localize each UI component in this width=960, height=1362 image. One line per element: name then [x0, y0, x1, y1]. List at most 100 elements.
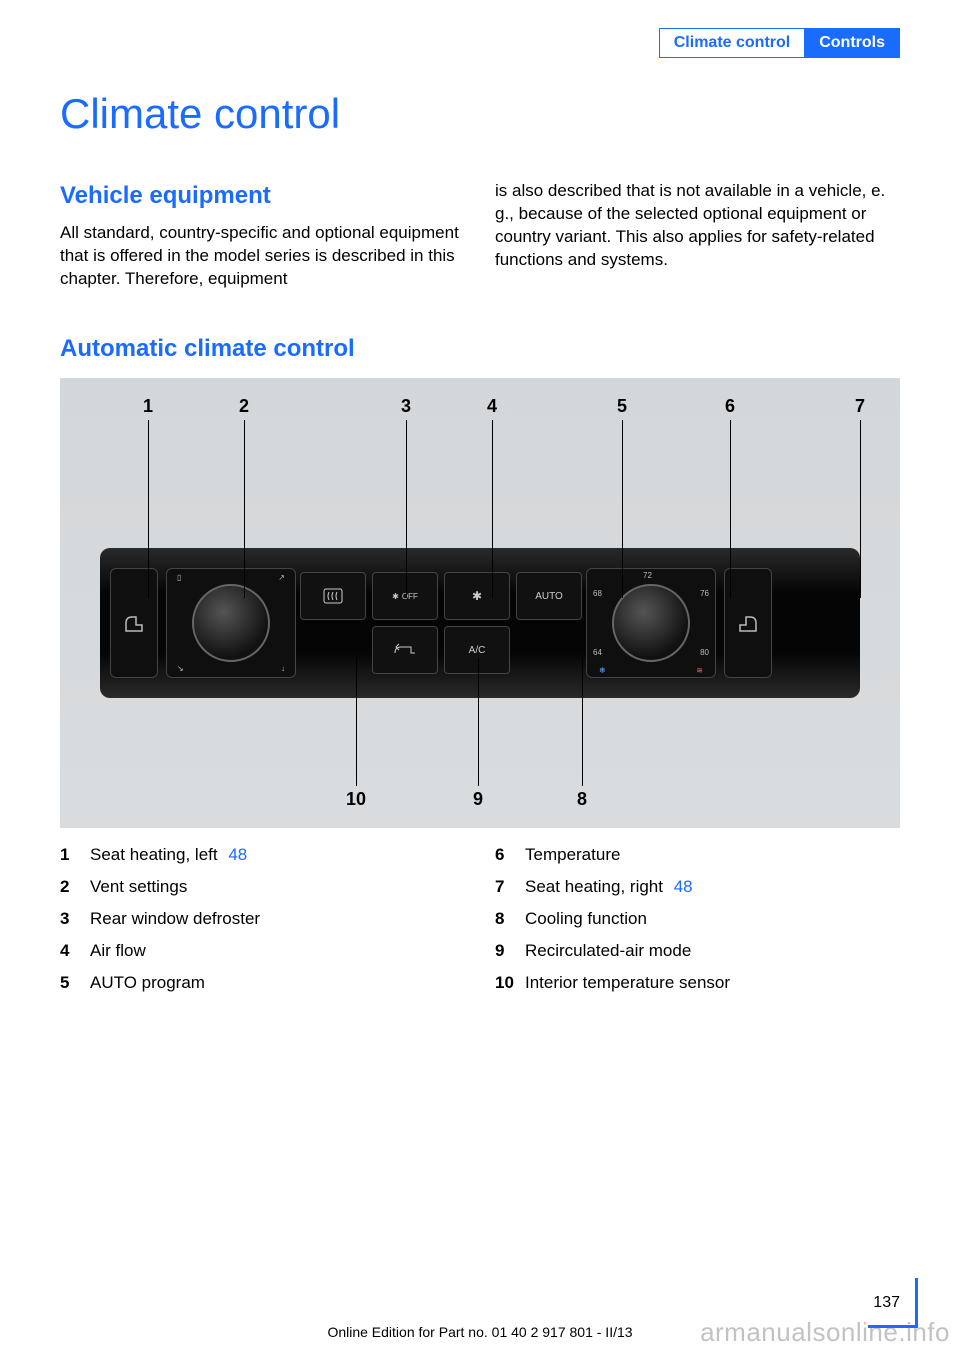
callout-number-3: 3: [391, 396, 421, 417]
page-reference-link[interactable]: 48: [669, 877, 693, 896]
airflow-up-icon: ↗: [278, 573, 285, 582]
callout-line: [478, 658, 479, 786]
legend-label: Recirculated-air mode: [525, 941, 691, 960]
legend-label: Air flow: [90, 941, 146, 960]
legend-text: Interior temperature sensor: [525, 973, 900, 993]
seat-heating-right-button: [724, 568, 772, 678]
legend-item: 5AUTO program: [60, 973, 465, 993]
page-reference-link[interactable]: 48: [224, 845, 248, 864]
vehicle-equipment-heading: Vehicle equipment: [60, 180, 465, 212]
legend-label: Rear window defroster: [90, 909, 260, 928]
recirculate-icon: [393, 643, 417, 657]
diagram-legend: 1Seat heating, left 482Vent settings3Rea…: [60, 845, 900, 1005]
callout-line: [860, 420, 861, 598]
legend-item: 8Cooling function: [495, 909, 900, 929]
seat-heat-icon: [736, 611, 760, 635]
rear-defrost-icon: [322, 587, 344, 605]
callout-number-5: 5: [607, 396, 637, 417]
vent-settings-dial: ▯ ↗ ↘ ↓: [166, 568, 296, 678]
legend-number: 9: [495, 941, 525, 961]
fan-off-icon: ✱: [392, 592, 399, 601]
automatic-climate-control-heading: Automatic climate control: [60, 335, 355, 363]
defrost-front-icon: ▯: [177, 573, 181, 582]
callout-line: [148, 420, 149, 598]
vehicle-equipment-text-left: All standard, country-specific and optio…: [60, 222, 465, 291]
breadcrumb-chapter: Controls: [804, 28, 900, 58]
legend-item: 9Recirculated-air mode: [495, 941, 900, 961]
legend-item: 10Interior temperature sensor: [495, 973, 900, 993]
legend-number: 4: [60, 941, 90, 961]
callout-number-9: 9: [463, 789, 493, 810]
climate-control-diagram: ▯ ↗ ↘ ↓ ✱ OFF ✱ AUTO: [60, 378, 900, 828]
legend-number: 6: [495, 845, 525, 865]
legend-text: Cooling function: [525, 909, 900, 929]
legend-item: 6Temperature: [495, 845, 900, 865]
cold-icon: ❄: [599, 666, 606, 675]
dial-knob-right: [612, 584, 690, 662]
watermark: armanualsonline.info: [700, 1317, 950, 1348]
legend-number: 8: [495, 909, 525, 929]
legend-item: 1Seat heating, left 48: [60, 845, 465, 865]
legend-label: AUTO program: [90, 973, 205, 992]
seat-heat-icon: [122, 611, 146, 635]
header-tabs: Climate control Controls: [659, 28, 900, 58]
legend-column-left: 1Seat heating, left 482Vent settings3Rea…: [60, 845, 465, 1005]
legend-number: 7: [495, 877, 525, 897]
legend-text: Air flow: [90, 941, 465, 961]
fan-icon: ✱: [472, 589, 482, 603]
legend-text: Seat heating, left 48: [90, 845, 465, 865]
legend-label: Temperature: [525, 845, 620, 864]
page-number: 137: [873, 1294, 900, 1312]
temp-80: 80: [700, 648, 709, 657]
callout-number-10: 10: [341, 789, 371, 810]
recirculate-button: [372, 626, 438, 674]
callout-line: [406, 420, 407, 598]
callout-number-1: 1: [133, 396, 163, 417]
callout-number-6: 6: [715, 396, 745, 417]
column-right: is also described that is not available …: [495, 180, 900, 291]
vehicle-equipment-text-right: is also described that is not available …: [495, 180, 900, 272]
legend-item: 4Air flow: [60, 941, 465, 961]
legend-item: 2Vent settings: [60, 877, 465, 897]
legend-number: 3: [60, 909, 90, 929]
legend-label: Seat heating, left: [90, 845, 218, 864]
legend-column-right: 6Temperature7Seat heating, right 488Cool…: [495, 845, 900, 1005]
callout-line: [622, 420, 623, 598]
page-title: Climate control: [60, 90, 340, 138]
heat-icon: ≋: [696, 666, 703, 675]
ac-button: A/C: [444, 626, 510, 674]
auto-button: AUTO: [516, 572, 582, 620]
callout-line: [356, 658, 357, 786]
dial-knob-left: [192, 584, 270, 662]
legend-item: 3Rear window defroster: [60, 909, 465, 929]
callout-number-7: 7: [845, 396, 875, 417]
climate-control-panel: ▯ ↗ ↘ ↓ ✱ OFF ✱ AUTO: [100, 548, 860, 698]
legend-text: AUTO program: [90, 973, 465, 993]
air-flow-button: ✱: [444, 572, 510, 620]
legend-text: Rear window defroster: [90, 909, 465, 929]
vehicle-equipment-section: Vehicle equipment All standard, country-…: [60, 180, 900, 291]
legend-label: Vent settings: [90, 877, 187, 896]
legend-text: Vent settings: [90, 877, 465, 897]
rear-defrost-button: [300, 572, 366, 620]
breadcrumb-section: Climate control: [659, 28, 804, 58]
legend-item: 7Seat heating, right 48: [495, 877, 900, 897]
legend-number: 2: [60, 877, 90, 897]
callout-line: [492, 420, 493, 598]
off-label: OFF: [402, 592, 418, 601]
legend-label: Seat heating, right: [525, 877, 663, 896]
callout-line: [244, 420, 245, 598]
legend-text: Recirculated-air mode: [525, 941, 900, 961]
callout-number-8: 8: [567, 789, 597, 810]
temperature-dial: 72 68 76 64 80 ❄ ≋: [586, 568, 716, 678]
temp-72: 72: [643, 571, 652, 580]
callout-number-4: 4: [477, 396, 507, 417]
legend-text: Temperature: [525, 845, 900, 865]
temp-68: 68: [593, 589, 602, 598]
center-button-group: ✱ OFF ✱ AUTO A/C: [300, 572, 582, 674]
legend-number: 10: [495, 973, 525, 993]
legend-label: Cooling function: [525, 909, 647, 928]
legend-label: Interior temperature sensor: [525, 973, 730, 992]
callout-line: [582, 658, 583, 786]
column-left: Vehicle equipment All standard, country-…: [60, 180, 465, 291]
